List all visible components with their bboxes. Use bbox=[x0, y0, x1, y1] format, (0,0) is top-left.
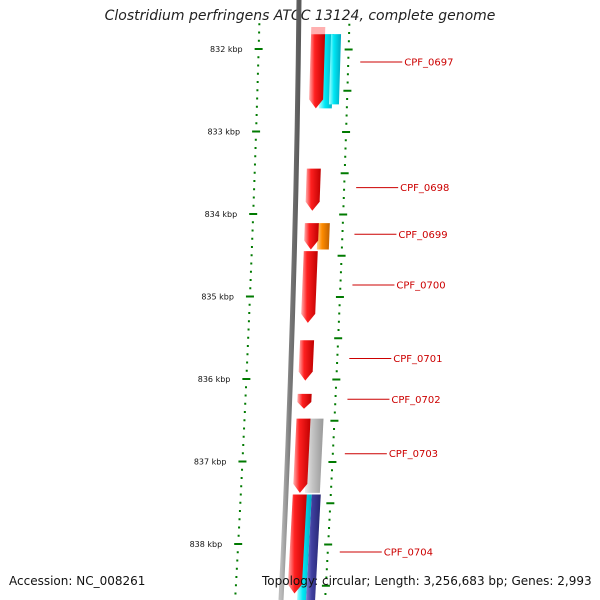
gene-label[interactable]: CPF_0702 bbox=[391, 395, 440, 406]
kbp-label: 833 kbp bbox=[207, 128, 240, 137]
gene-label[interactable]: CPF_0703 bbox=[389, 449, 438, 460]
cds-arrow-continuation[interactable] bbox=[311, 27, 326, 35]
kbp-label: 837 kbp bbox=[194, 458, 227, 467]
cds-arrow[interactable] bbox=[305, 168, 321, 211]
gene-label[interactable]: CPF_0701 bbox=[393, 354, 442, 365]
cds-arrow[interactable] bbox=[301, 251, 318, 323]
cds-arrow[interactable] bbox=[287, 494, 307, 594]
genome-backbone bbox=[278, 0, 302, 600]
homology-block-cyan[interactable] bbox=[328, 34, 342, 105]
kbp-label: 838 kbp bbox=[190, 540, 223, 549]
homology-block-orange[interactable] bbox=[316, 223, 330, 250]
cds-arrow[interactable] bbox=[304, 223, 319, 250]
inner-scale-ticks bbox=[234, 23, 263, 595]
feature-tracks bbox=[287, 27, 342, 600]
gene-label[interactable]: CPF_0699 bbox=[398, 230, 447, 241]
gene-labels: CPF_0697 CPF_0698 CPF_0699 CPF_0700 CPF_0701… bbox=[339, 58, 453, 559]
cds-arrow[interactable] bbox=[309, 34, 326, 109]
kbp-label: 835 kbp bbox=[201, 293, 234, 302]
gene-label[interactable]: CPF_0700 bbox=[396, 281, 445, 292]
genome-summary-text: Topology: circular; Length: 3,256,683 bp… bbox=[262, 574, 592, 588]
cds-arrow[interactable] bbox=[298, 340, 315, 381]
cds-arrow[interactable] bbox=[293, 418, 311, 493]
kbp-label: 836 kbp bbox=[198, 375, 231, 384]
gene-label[interactable]: CPF_0697 bbox=[404, 58, 453, 69]
accession-text: Accession: NC_008261 bbox=[9, 574, 146, 588]
outer-scale-ticks bbox=[321, 23, 353, 595]
kbp-label: 834 kbp bbox=[205, 210, 238, 219]
gene-label[interactable]: CPF_0698 bbox=[400, 183, 449, 194]
kbp-label: 832 kbp bbox=[210, 45, 243, 54]
cds-arrow[interactable] bbox=[297, 393, 312, 409]
gene-label[interactable]: CPF_0704 bbox=[384, 548, 433, 559]
kbp-scale-labels: 832 kbp 833 kbp 834 kbp 835 kbp 836 kbp 837 k… bbox=[190, 45, 243, 549]
homology-block-navy[interactable] bbox=[306, 494, 321, 600]
